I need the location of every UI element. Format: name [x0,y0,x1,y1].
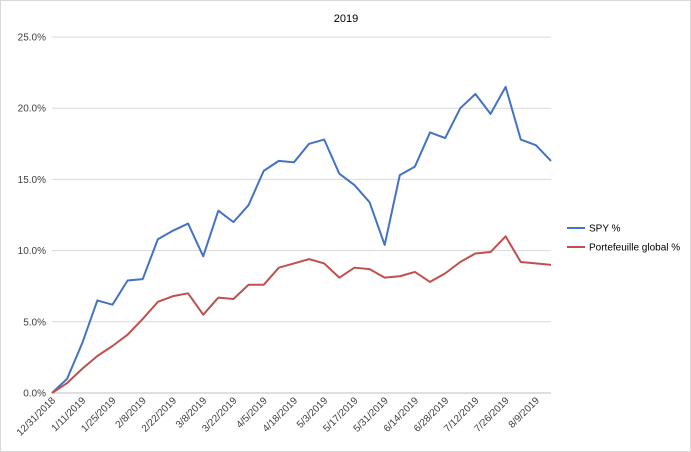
x-tick-label: 12/31/2018 [15,395,58,438]
legend: SPY % Portefeuille global % [567,224,680,254]
y-tick-label: 20.0% [18,104,46,115]
series-lines [51,85,552,394]
gridlines [52,36,551,394]
x-tick-label: 8/9/2019 [507,395,543,431]
y-tick-label: 25.0% [18,33,46,44]
chart-title: 2019 [334,13,358,25]
legend-label: SPY % [589,224,621,235]
legend-label: Portefeuille global % [589,243,680,254]
series-line [51,85,552,394]
y-tick-label: 5.0% [23,317,46,328]
y-tick-label: 0.0% [23,389,46,400]
y-tick-label: 15.0% [18,175,46,186]
series-line [51,235,552,394]
y-tick-label: 10.0% [18,246,46,257]
axes: 0.0%5.0%10.0%15.0%20.0%25.0%12/31/20181/… [15,33,542,439]
